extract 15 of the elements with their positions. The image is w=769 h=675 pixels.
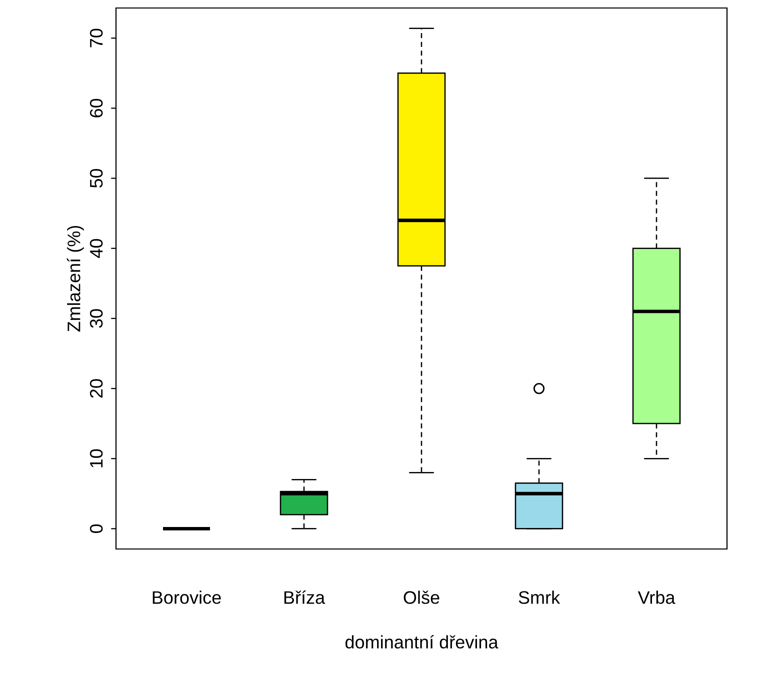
y-tick-label: 60 bbox=[90, 98, 103, 118]
y-tick-label: 50 bbox=[90, 168, 103, 188]
y-tick-label: 30 bbox=[90, 309, 103, 328]
y-tick-label: 70 bbox=[90, 28, 103, 48]
x-tick-label: Borovice bbox=[152, 590, 221, 604]
y-tick-label: 20 bbox=[90, 379, 103, 398]
x-tick-label: Smrk bbox=[518, 590, 560, 604]
x-tick-label: Vrba bbox=[638, 590, 676, 604]
x-tick-label: Bříza bbox=[284, 590, 326, 604]
x-tick-label: Olše bbox=[404, 590, 440, 604]
y-tick-label: 0 bbox=[90, 524, 103, 533]
y-tick-label: 10 bbox=[90, 449, 103, 468]
x-axis-title: dominantní dřevina bbox=[345, 635, 498, 649]
y-tick-label: 40 bbox=[90, 239, 103, 258]
y-axis-title: Zmlazení (%) bbox=[66, 226, 84, 332]
